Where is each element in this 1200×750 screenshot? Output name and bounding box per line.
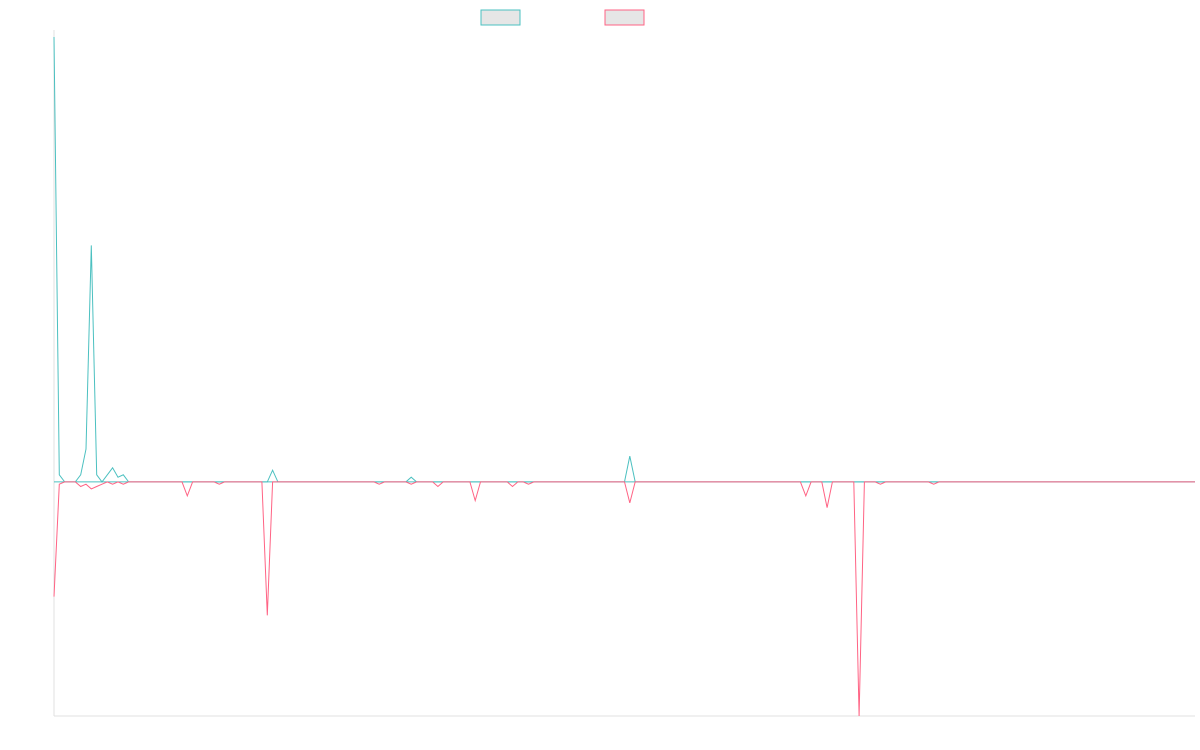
series-line-2	[53, 481, 1195, 717]
series-line-1	[53, 36, 1195, 483]
legend	[480, 9, 645, 26]
legend-swatch-2[interactable]	[604, 9, 645, 26]
series-layer	[53, 36, 1195, 717]
legend-swatch-1[interactable]	[480, 9, 521, 26]
